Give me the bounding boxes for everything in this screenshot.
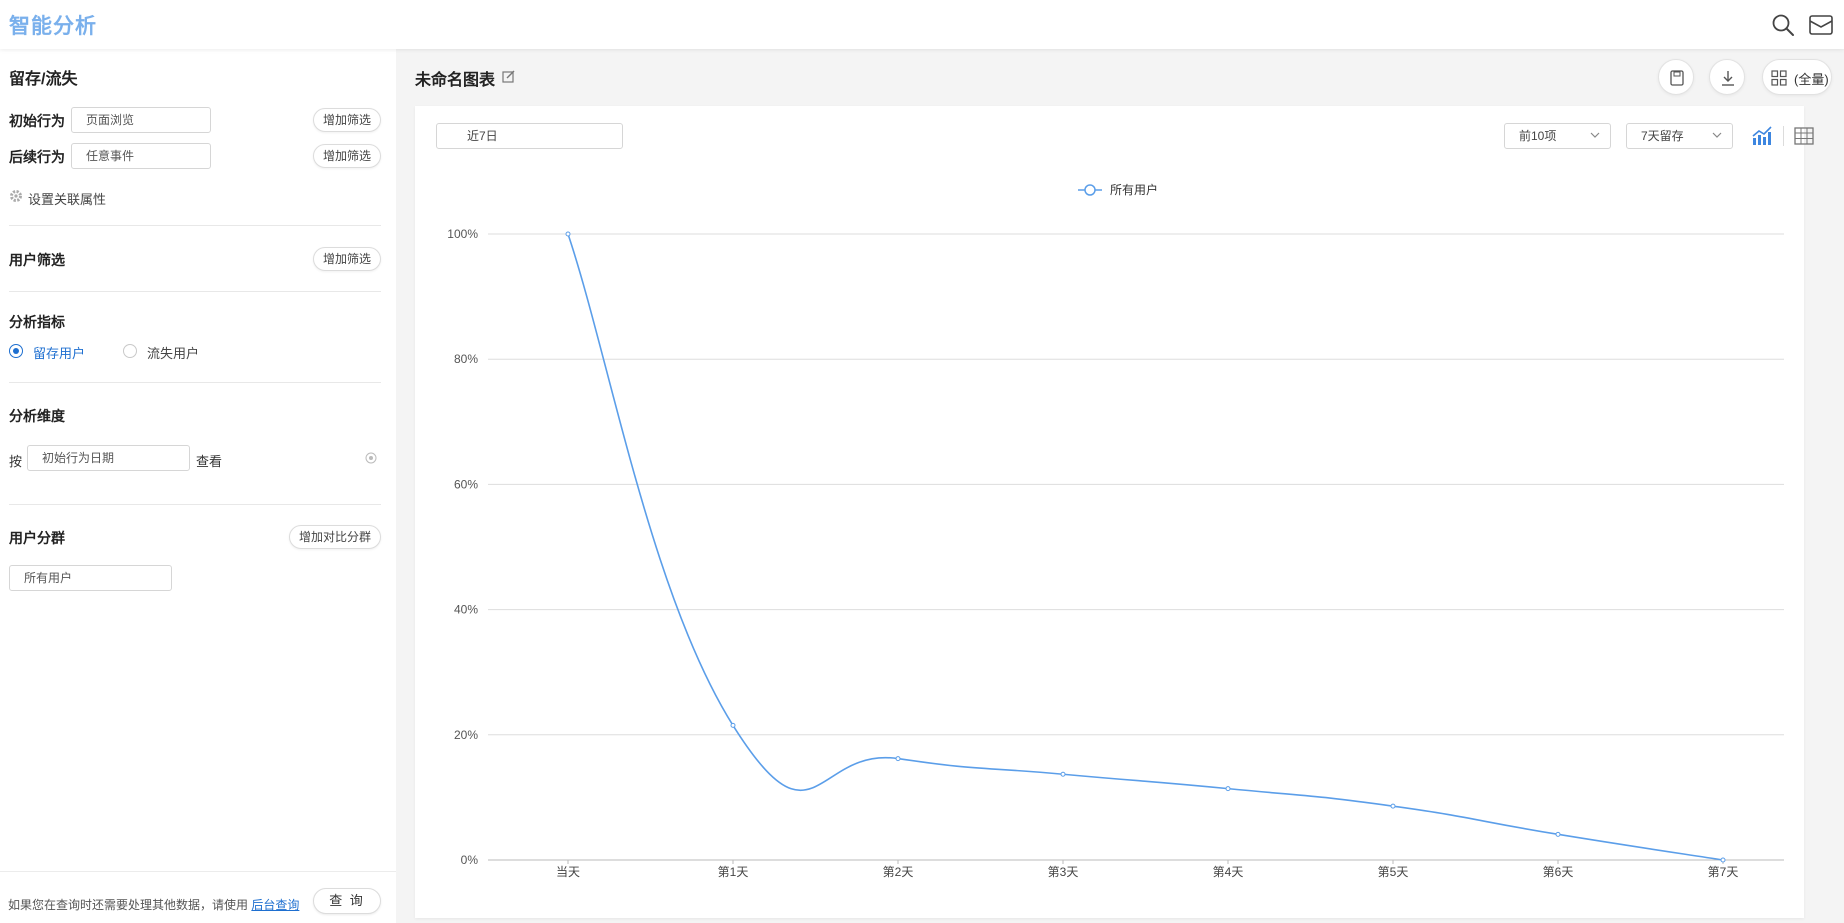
retained-users-radio[interactable]	[9, 344, 23, 358]
association-attr-link[interactable]: 设置关联属性	[28, 192, 107, 207]
data-point	[1390, 803, 1396, 809]
x-tick-label: 第1天	[718, 865, 749, 879]
sidebar-footer: 如果您在查询时还需要处理其他数据，请使用 后台查询 查 询	[0, 871, 396, 923]
data-point	[1225, 786, 1231, 792]
top-n-select[interactable]: 前10项	[1504, 123, 1611, 149]
line-chart-icon[interactable]	[1751, 125, 1773, 147]
data-point	[1555, 831, 1561, 837]
divider	[9, 504, 381, 505]
clear-icon[interactable]	[365, 452, 377, 464]
sidebar: 留存/流失 初始行为 页面浏览 增加筛选 后续行为 任意事件 增加筛选 设置关联…	[0, 49, 396, 923]
retention-period-value: 7天留存	[1641, 129, 1684, 143]
footer-note: 如果您在查询时还需要处理其他数据，请使用 后台查询	[8, 898, 300, 912]
follow-behavior-select[interactable]: 任意事件	[71, 143, 211, 169]
y-tick-label: 40%	[454, 603, 478, 617]
layout-button[interactable]: (全量)	[1762, 59, 1832, 95]
x-tick-label: 第2天	[883, 865, 914, 879]
legend-marker	[1084, 184, 1096, 196]
backend-query-link[interactable]: 后台查询	[251, 898, 300, 912]
y-tick-label: 0%	[461, 853, 479, 867]
chevron-down-icon	[1590, 132, 1600, 138]
dimension-title: 分析维度	[9, 408, 65, 424]
churned-users-label[interactable]: 流失用户	[147, 346, 200, 361]
gear-icon	[10, 190, 22, 202]
chart-title: 未命名图表	[415, 72, 496, 89]
series-line	[567, 233, 1724, 861]
inbox-icon[interactable]	[1808, 12, 1834, 38]
user-filter-title: 用户筛选	[9, 252, 65, 268]
dimension-select[interactable]: 初始行为日期	[27, 445, 190, 471]
save-icon	[1670, 70, 1684, 86]
download-button[interactable]	[1709, 59, 1745, 95]
layout-label: (全量)	[1794, 72, 1829, 87]
x-tick-label: 第3天	[1048, 865, 1079, 879]
x-tick-label: 第4天	[1213, 865, 1244, 879]
user-add-filter-button[interactable]: 增加筛选	[313, 247, 381, 271]
top-n-value: 前10项	[1519, 129, 1557, 143]
retention-line-chart: 0% 20% 40% 60% 80% 100% 当天 第1天 第2天 第3天 第4天 第5天 第6天 第7…	[447, 182, 1784, 879]
divider	[9, 225, 381, 226]
segment-title: 用户分群	[9, 530, 65, 546]
x-tick-label: 第6天	[1543, 865, 1574, 879]
app-title: 智能分析	[9, 15, 97, 38]
table-icon[interactable]	[1793, 125, 1815, 147]
legend-label: 所有用户	[1110, 182, 1158, 197]
chevron-down-icon	[1712, 132, 1722, 138]
y-tick-label: 60%	[454, 477, 478, 491]
y-tick-label: 100%	[447, 227, 478, 241]
metrics-title: 分析指标	[9, 314, 65, 330]
section-title: 留存/流失	[9, 71, 78, 88]
initial-add-filter-button[interactable]: 增加筛选	[313, 108, 381, 132]
retention-period-select[interactable]: 7天留存	[1626, 123, 1733, 149]
query-button[interactable]: 查 询	[313, 888, 381, 914]
dimension-prefix: 按	[9, 454, 23, 469]
chart-card: 近7日 前10项 7天留存 0% 20% 40% 60% 80% 100% 当天 第1天 第2天…	[415, 106, 1814, 918]
download-icon	[1722, 71, 1734, 86]
data-point	[895, 756, 901, 762]
churned-users-radio[interactable]	[123, 344, 137, 358]
x-tick-label: 第5天	[1378, 865, 1409, 879]
x-tick-label: 当天	[556, 865, 580, 879]
segment-select[interactable]: 所有用户	[9, 565, 172, 591]
initial-behavior-label: 初始行为	[9, 113, 65, 129]
divider	[9, 291, 381, 292]
data-point	[565, 231, 571, 237]
date-range-picker[interactable]: 近7日	[436, 123, 623, 149]
edit-icon[interactable]	[502, 69, 516, 83]
retained-users-label[interactable]: 留存用户	[33, 346, 86, 361]
top-bar: 智能分析	[0, 0, 1844, 49]
dimension-suffix: 查看	[196, 454, 223, 469]
y-tick-label: 80%	[454, 352, 478, 366]
follow-add-filter-button[interactable]: 增加筛选	[313, 144, 381, 168]
divider	[9, 382, 381, 383]
data-point	[730, 722, 736, 728]
add-compare-segment-button[interactable]: 增加对比分群	[289, 525, 381, 549]
grid-layout-icon	[1771, 70, 1787, 86]
follow-behavior-label: 后续行为	[9, 149, 65, 165]
save-button[interactable]	[1658, 59, 1694, 95]
initial-behavior-select[interactable]: 页面浏览	[71, 107, 211, 133]
data-point	[1720, 857, 1726, 863]
data-point	[1060, 771, 1066, 777]
search-icon[interactable]	[1770, 12, 1796, 38]
toolbar-divider	[1783, 126, 1784, 146]
x-tick-label: 第7天	[1708, 865, 1739, 879]
y-tick-label: 20%	[454, 728, 478, 742]
